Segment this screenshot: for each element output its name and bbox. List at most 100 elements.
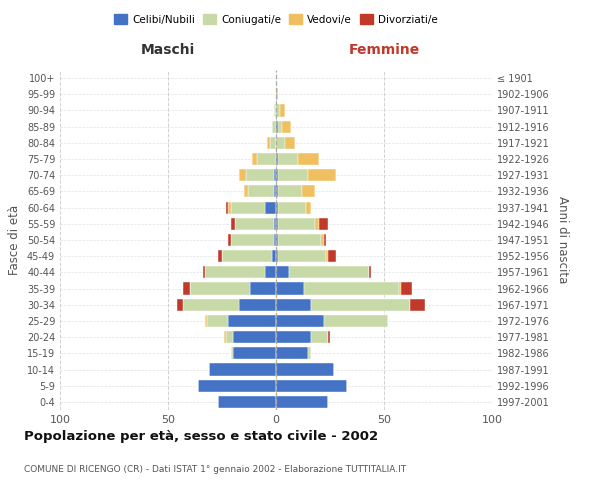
Bar <box>230 348 233 360</box>
Bar <box>308 169 337 181</box>
Bar <box>224 331 226 343</box>
Bar <box>410 298 425 311</box>
Bar <box>218 396 276 408</box>
Bar <box>230 234 274 246</box>
Bar <box>322 234 323 246</box>
Text: COMUNE DI RICENGO (CR) - Dati ISTAT 1° gennaio 2002 - Elaborazione TUTTITALIA.IT: COMUNE DI RICENGO (CR) - Dati ISTAT 1° g… <box>24 465 406 474</box>
Bar <box>276 120 278 132</box>
Bar <box>401 282 412 294</box>
Bar <box>272 250 276 262</box>
Bar <box>284 137 295 149</box>
Bar <box>274 234 276 246</box>
Bar <box>276 266 289 278</box>
Bar <box>276 348 308 360</box>
Bar <box>265 266 276 278</box>
Bar <box>276 218 278 230</box>
Y-axis label: Anni di nascita: Anni di nascita <box>556 196 569 284</box>
Bar <box>289 266 369 278</box>
Bar <box>276 234 278 246</box>
Bar <box>326 250 328 262</box>
Bar <box>218 250 222 262</box>
Bar <box>276 104 280 117</box>
Bar <box>323 234 326 246</box>
Bar <box>252 153 257 165</box>
Bar <box>183 282 190 294</box>
Bar <box>222 250 272 262</box>
Bar <box>257 153 276 165</box>
Bar <box>276 282 304 294</box>
Bar <box>278 218 315 230</box>
Bar <box>315 218 319 230</box>
Bar <box>205 266 265 278</box>
Bar <box>328 331 330 343</box>
Bar <box>319 218 328 230</box>
Bar <box>304 282 399 294</box>
Bar <box>250 282 276 294</box>
Bar <box>276 250 278 262</box>
Bar <box>274 169 276 181</box>
Bar <box>278 120 283 132</box>
Bar <box>306 202 311 213</box>
Bar <box>369 266 371 278</box>
Bar <box>276 88 278 101</box>
Bar <box>276 331 311 343</box>
Bar <box>276 169 278 181</box>
Bar <box>229 234 230 246</box>
Bar <box>235 218 274 230</box>
Bar <box>265 202 276 213</box>
Legend: Celibi/Nubili, Coniugati/e, Vedovi/e, Divorziati/e: Celibi/Nubili, Coniugati/e, Vedovi/e, Di… <box>110 10 442 29</box>
Text: Maschi: Maschi <box>141 43 195 57</box>
Bar <box>298 153 319 165</box>
Bar <box>278 202 306 213</box>
Bar <box>272 120 276 132</box>
Bar <box>280 104 284 117</box>
Bar <box>276 315 323 327</box>
Bar <box>209 364 276 376</box>
Bar <box>278 250 326 262</box>
Bar <box>176 298 183 311</box>
Bar <box>226 202 229 213</box>
Bar <box>274 186 276 198</box>
Bar <box>239 169 246 181</box>
Bar <box>283 120 291 132</box>
Bar <box>278 186 302 198</box>
Bar <box>233 348 276 360</box>
Bar <box>311 298 410 311</box>
Bar <box>276 137 284 149</box>
Bar <box>244 186 248 198</box>
Bar <box>276 364 334 376</box>
Bar <box>311 331 328 343</box>
Bar <box>198 380 276 392</box>
Bar <box>233 331 276 343</box>
Bar <box>205 315 207 327</box>
Bar <box>239 298 276 311</box>
Bar <box>399 282 401 294</box>
Text: Femmine: Femmine <box>349 43 419 57</box>
Bar <box>207 315 229 327</box>
Bar <box>230 218 235 230</box>
Bar <box>190 282 250 294</box>
Bar <box>323 315 388 327</box>
Text: Popolazione per età, sesso e stato civile - 2002: Popolazione per età, sesso e stato civil… <box>24 430 378 443</box>
Bar <box>229 315 276 327</box>
Bar <box>226 331 233 343</box>
Bar <box>276 298 311 311</box>
Bar <box>308 348 311 360</box>
Bar <box>274 218 276 230</box>
Y-axis label: Fasce di età: Fasce di età <box>8 205 21 275</box>
Bar <box>278 169 308 181</box>
Bar <box>276 202 278 213</box>
Bar <box>248 186 274 198</box>
Bar <box>276 186 278 198</box>
Bar <box>276 380 347 392</box>
Bar <box>276 396 328 408</box>
Bar <box>229 202 230 213</box>
Bar <box>328 250 337 262</box>
Bar <box>183 298 239 311</box>
Bar <box>203 266 205 278</box>
Bar <box>278 153 298 165</box>
Bar <box>278 234 322 246</box>
Bar <box>302 186 315 198</box>
Bar <box>230 202 265 213</box>
Bar <box>268 137 269 149</box>
